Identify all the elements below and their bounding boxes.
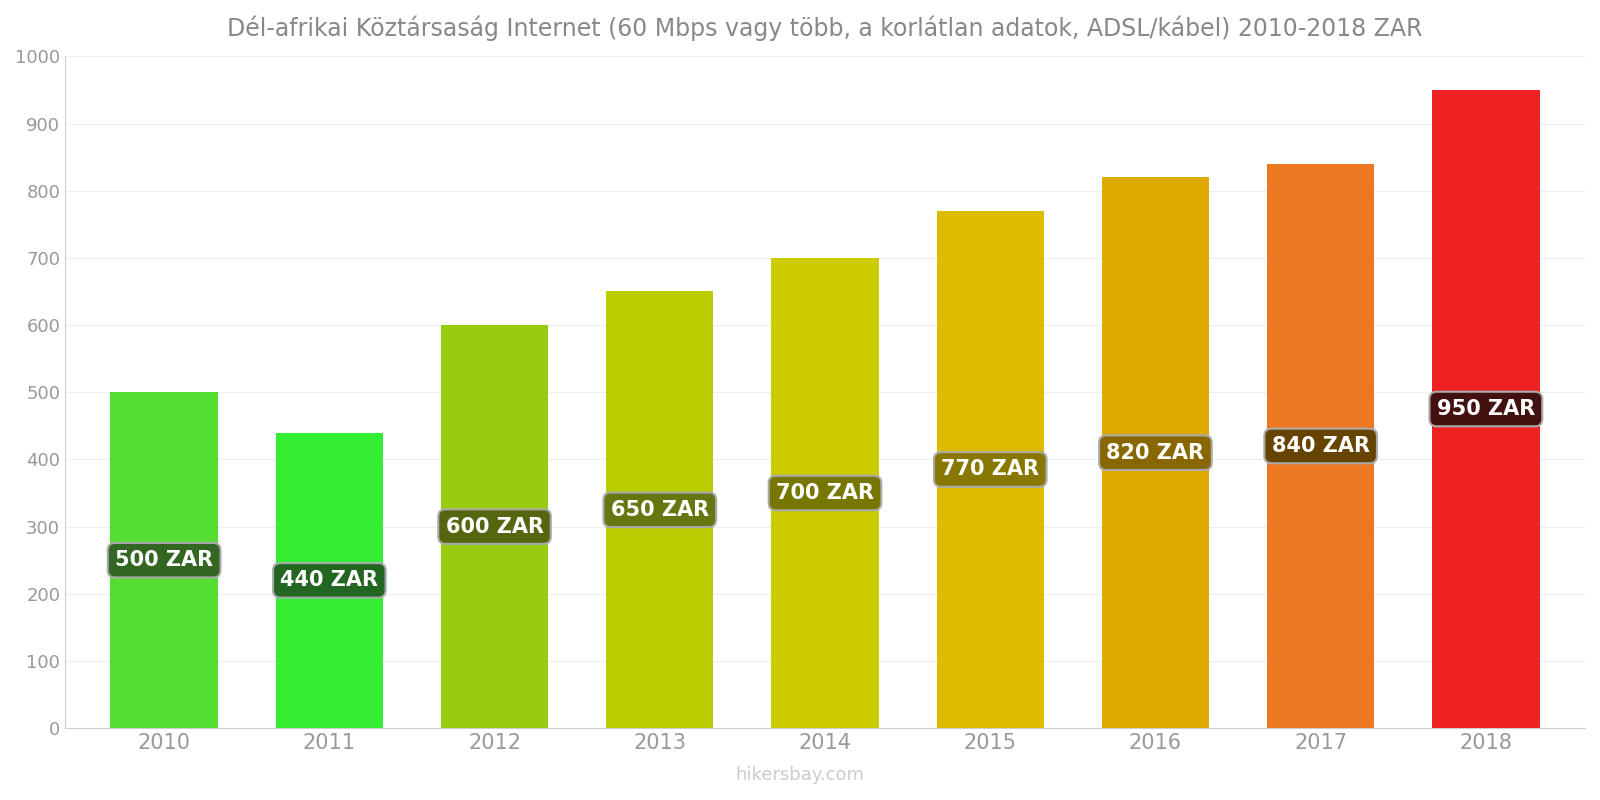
Bar: [1432, 90, 1539, 728]
Bar: [1102, 178, 1210, 728]
Text: 820 ZAR: 820 ZAR: [1107, 442, 1205, 462]
Text: 500 ZAR: 500 ZAR: [115, 550, 213, 570]
Text: 650 ZAR: 650 ZAR: [611, 500, 709, 520]
Bar: [1267, 164, 1374, 728]
Text: 600 ZAR: 600 ZAR: [445, 517, 544, 537]
Text: 440 ZAR: 440 ZAR: [280, 570, 378, 590]
Bar: [275, 433, 382, 728]
Bar: [771, 258, 878, 728]
Bar: [110, 392, 218, 728]
Text: hikersbay.com: hikersbay.com: [736, 766, 864, 784]
Bar: [442, 325, 549, 728]
Title: Dél-afrikai Köztársaság Internet (60 Mbps vagy több, a korlátlan adatok, ADSL/ká: Dél-afrikai Köztársaság Internet (60 Mbp…: [227, 15, 1422, 41]
Bar: [936, 211, 1043, 728]
Text: 840 ZAR: 840 ZAR: [1272, 436, 1370, 456]
Bar: [606, 291, 714, 728]
Text: 770 ZAR: 770 ZAR: [941, 459, 1040, 479]
Text: 950 ZAR: 950 ZAR: [1437, 399, 1534, 419]
Text: 700 ZAR: 700 ZAR: [776, 483, 874, 503]
